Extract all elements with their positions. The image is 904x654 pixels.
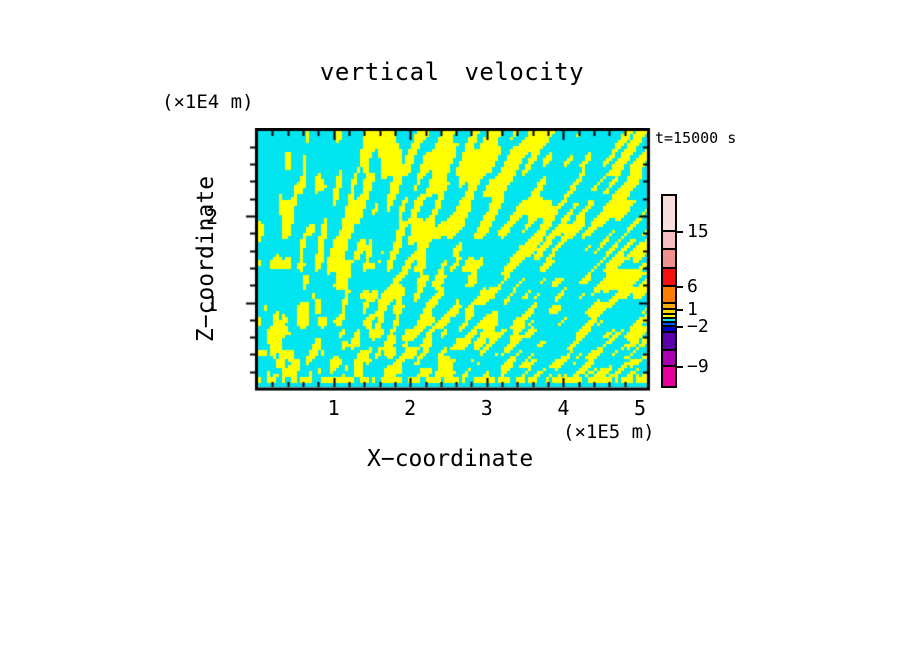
colorbar-segment bbox=[663, 287, 675, 304]
x-axis-label: X−coordinate bbox=[367, 446, 534, 472]
z-axis-unit-label: (×1E4 m) bbox=[162, 91, 254, 113]
colorbar-tick-label: −2 bbox=[687, 316, 709, 337]
z-tick-label: 1 bbox=[205, 291, 218, 316]
x-axis-unit-label: (×1E5 m) bbox=[563, 421, 655, 443]
heatmap-plot-area bbox=[245, 128, 651, 391]
colorbar-tick-mark bbox=[677, 231, 683, 233]
colorbar-tick-mark bbox=[677, 286, 683, 288]
x-tick-label: 2 bbox=[404, 396, 417, 420]
colorbar-segment bbox=[663, 232, 675, 250]
colorbar-segment bbox=[663, 269, 675, 287]
colorbar-segment bbox=[663, 351, 675, 367]
x-tick-label: 5 bbox=[633, 396, 647, 420]
z-tick-label: 2 bbox=[205, 205, 218, 229]
colorbar-tick-label: 1 bbox=[687, 299, 698, 320]
colorbar-segment bbox=[663, 250, 675, 269]
chart-title: vertical velocity bbox=[319, 58, 585, 86]
colorbar-segment bbox=[663, 310, 675, 315]
x-tick-label: 4 bbox=[557, 396, 570, 420]
colorbar-tick-mark bbox=[677, 366, 683, 368]
colorbar-segment bbox=[663, 304, 675, 310]
colorbar-tick-label: 6 bbox=[687, 276, 698, 297]
z-axis-label: Z−coordinate bbox=[193, 175, 219, 343]
colorbar-segment bbox=[663, 315, 675, 319]
colorbar-tick-label: −9 bbox=[687, 356, 709, 377]
colorbar-segment bbox=[663, 196, 675, 232]
colorbar-tick-mark bbox=[677, 326, 683, 328]
colorbar-segment bbox=[663, 319, 675, 323]
x-tick-label: 3 bbox=[480, 396, 493, 420]
time-annotation: t=15000 s bbox=[655, 129, 737, 147]
colorbar-tick-label: 15 bbox=[687, 221, 709, 242]
colorbar-segment bbox=[663, 367, 675, 386]
colorbar-segment bbox=[663, 327, 675, 333]
colorbar-segment bbox=[663, 323, 675, 327]
colorbar-tick-mark bbox=[677, 309, 683, 311]
colorbar-segment bbox=[663, 333, 675, 351]
x-tick-label: 1 bbox=[327, 396, 340, 420]
colorbar bbox=[661, 194, 677, 388]
